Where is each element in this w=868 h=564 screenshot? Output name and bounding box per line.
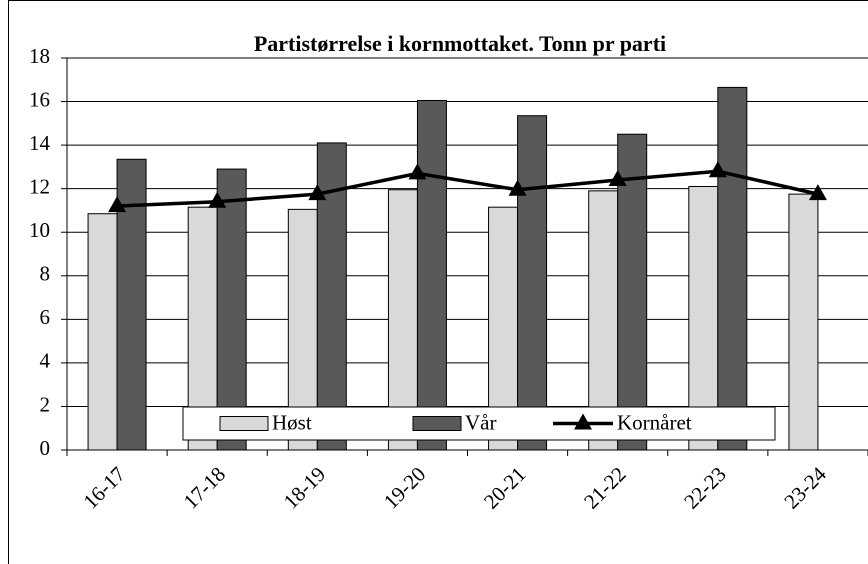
y-tick-label: 18 — [29, 44, 50, 68]
marker — [308, 184, 327, 201]
marker — [708, 161, 727, 178]
legend-label: Kornåret — [617, 410, 692, 434]
bar — [216, 168, 247, 451]
y-tick-label: 12 — [29, 174, 50, 198]
marker — [108, 196, 127, 213]
y-tick-label: 10 — [29, 218, 50, 242]
legend-marker — [574, 413, 592, 430]
bar — [517, 115, 548, 451]
line — [116, 169, 819, 208]
bar — [87, 213, 118, 451]
x-tick-label: 17-18 — [179, 462, 231, 514]
bar — [416, 99, 447, 451]
marker — [208, 191, 227, 208]
marker — [608, 169, 627, 186]
y-tick-label: 6 — [40, 305, 51, 329]
y-tick-label: 2 — [40, 392, 51, 416]
chart-title: Partistørrelse i kornmottaket. Tonn pr p… — [254, 31, 666, 56]
legend-swatch — [219, 416, 269, 431]
y-tick-label: 16 — [29, 87, 50, 111]
legend-box — [182, 406, 776, 441]
marker — [508, 179, 527, 196]
y-tick-label: 8 — [40, 262, 51, 286]
x-tick-label: 23-24 — [779, 462, 831, 514]
bar — [617, 133, 648, 451]
bar — [717, 86, 748, 451]
x-tick-label: 22-23 — [679, 462, 731, 514]
bar — [688, 185, 719, 451]
legend-swatch — [412, 416, 462, 431]
legend-label: Høst — [272, 410, 312, 434]
y-tick-label: 4 — [40, 349, 51, 373]
x-tick-label: 19-20 — [379, 462, 431, 514]
marker — [408, 163, 427, 180]
chart-border — [8, 0, 868, 564]
x-tick-label: 18-19 — [279, 462, 331, 514]
y-tick-label: 0 — [40, 436, 51, 460]
y-tick-label: 14 — [29, 131, 51, 155]
x-tick-label: 21-22 — [579, 462, 631, 514]
legend-label: Vår — [465, 410, 496, 434]
marker — [808, 184, 827, 201]
bar — [116, 158, 147, 451]
x-tick-label: 16-17 — [78, 462, 130, 514]
bar — [788, 193, 819, 451]
x-tick-label: 20-21 — [479, 462, 531, 514]
